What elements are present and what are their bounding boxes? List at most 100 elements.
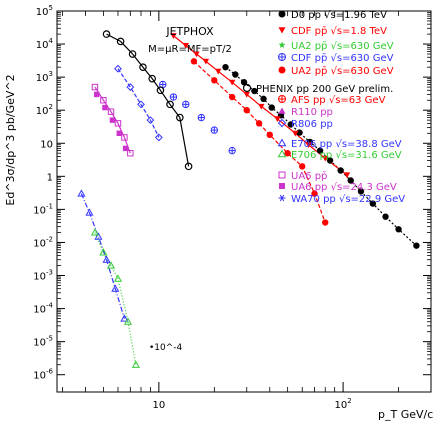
legend-entry: R110 pp (278, 107, 333, 118)
series-1 (170, 33, 351, 179)
legend-label: UA2 pp̄ √s=630 GeV (291, 66, 394, 77)
legend-entry: UA6 pp √s=24.3 GeV (279, 182, 397, 193)
data-point (131, 360, 140, 368)
annotation-scale: •10^-4 (149, 343, 183, 353)
legend-entry: UA6 pp̄ (278, 171, 327, 182)
series-5 (77, 189, 129, 322)
data-point (77, 189, 86, 197)
legend-icon (278, 66, 286, 74)
data-point (176, 113, 184, 122)
data-point (85, 208, 94, 216)
data-point (260, 95, 267, 103)
data-point (211, 77, 218, 84)
data-point (228, 146, 236, 155)
series-6 (90, 228, 140, 368)
legend-icon (278, 53, 286, 61)
data-point (258, 103, 265, 110)
data-points (77, 30, 420, 368)
legend-icon (279, 183, 285, 189)
data-point (228, 93, 236, 101)
data-point (382, 213, 389, 220)
legend-label: PHENIX pp 200 GeV prelim. (256, 84, 393, 95)
legend-label: AFS pp √s=63 GeV (291, 95, 386, 106)
title-line-2: M=μR=MF=pT/2 (148, 44, 232, 55)
legend-label: UA2 pp̄ √s=630 GeV (291, 41, 394, 52)
data-point (122, 145, 129, 152)
series-2 (190, 58, 329, 226)
data-point (255, 120, 263, 127)
legend-entry: CDF pp̄ √s=1.8 TeV (278, 26, 387, 37)
data-point (113, 274, 123, 282)
x-axis-label: p_T GeV/c (378, 408, 433, 421)
data-point (114, 120, 122, 127)
legend-label: E706 pp √s=38.8 GeV (291, 139, 402, 150)
data-point (222, 63, 229, 71)
legend-entry: E706 pp √s=31.6 GeV (277, 149, 402, 161)
data-point (121, 134, 128, 141)
fit-line-6 (94, 232, 137, 365)
legend-icon (278, 10, 286, 18)
data-point (190, 58, 198, 65)
data-point (169, 93, 178, 101)
legend-label: WA70 pp √s=22.9 GeV (291, 194, 405, 205)
data-point (210, 126, 219, 134)
legend-icon (277, 138, 287, 147)
legend-icon (278, 27, 286, 34)
fit-line-5 (80, 193, 125, 319)
data-point (182, 43, 189, 49)
legend-entry: R806 pp (277, 118, 333, 130)
data-point (148, 74, 156, 83)
data-point (251, 87, 258, 95)
data-point (94, 91, 100, 98)
data-point (326, 157, 334, 164)
data-point (102, 30, 111, 38)
legend-entry: UA2 pp̄ √s=630 GeV (278, 41, 394, 52)
data-point (109, 117, 116, 123)
data-point (287, 121, 294, 128)
data-point (274, 116, 281, 122)
data-point (102, 104, 108, 111)
data-point (337, 167, 344, 174)
data-point (202, 58, 210, 65)
data-point (413, 242, 420, 249)
y-tick-label: 10 (40, 139, 53, 150)
data-point (182, 100, 190, 109)
legend-icon (277, 149, 287, 158)
data-point (228, 79, 236, 86)
data-point (243, 106, 250, 114)
data-point (243, 91, 250, 98)
data-point (322, 219, 329, 226)
data-point (193, 51, 200, 58)
data-point (91, 83, 99, 91)
data-point (166, 100, 174, 109)
data-point (369, 200, 377, 207)
data-point (268, 104, 275, 111)
x-tick-label: 10 (152, 400, 165, 411)
data-point (137, 100, 145, 109)
legend-label: R110 pp (291, 107, 333, 118)
data-point (126, 83, 135, 91)
data-point (170, 33, 177, 39)
legend-icon (278, 194, 286, 202)
data-point (102, 255, 111, 263)
data-point (184, 162, 193, 171)
data-point (116, 37, 125, 46)
data-point (322, 155, 329, 162)
data-point (215, 68, 222, 75)
fit-line-2 (193, 60, 326, 223)
legend-entry: AFS pp √s=63 GeV (278, 95, 386, 106)
data-point (284, 150, 291, 157)
data-point (357, 188, 365, 195)
legend-icon (278, 41, 286, 48)
series-3 (159, 80, 236, 155)
plot-frame (56, 10, 432, 393)
data-point (299, 163, 306, 170)
legend: D0 pp̄ √s=1.96 TeV CDF pp̄ √s=1.8 TeV UA2 … (242, 10, 405, 205)
legend-entry: CDF pp̄ √s=630 GeV (278, 53, 394, 64)
legend-icon (277, 118, 287, 128)
y-axis-label: Ed^3σ/dp^3 pb/GeV^2 (4, 74, 17, 205)
data-point (240, 79, 248, 86)
data-point (395, 226, 402, 233)
series-4 (102, 30, 193, 171)
